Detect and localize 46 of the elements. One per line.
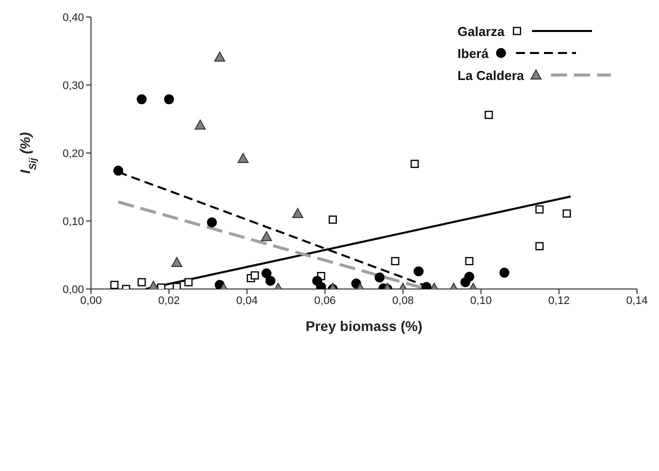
point <box>194 120 206 130</box>
x-tick-label: 0,00 <box>80 294 102 307</box>
point <box>206 217 217 228</box>
point <box>184 278 193 286</box>
legend-label: La Caldera <box>458 68 524 82</box>
x-tick-label: 0,12 <box>548 294 570 307</box>
legend-label: Galarza <box>458 24 504 38</box>
point <box>328 216 337 224</box>
x-tick-label: 0,08 <box>392 294 414 307</box>
point <box>374 272 385 282</box>
point <box>562 209 571 218</box>
point <box>410 160 419 168</box>
legend-label: Iberá <box>458 46 489 60</box>
point <box>292 208 304 218</box>
point <box>136 94 147 104</box>
point <box>484 110 493 120</box>
point <box>171 256 182 267</box>
x-axis-title: Prey biomass (%) <box>306 318 422 334</box>
point <box>465 257 474 266</box>
x-tick-label: 0,14 <box>626 294 648 307</box>
point <box>499 268 510 278</box>
point <box>110 280 118 289</box>
x-tick-label: 0,06 <box>314 294 336 307</box>
point <box>535 205 544 214</box>
point <box>261 231 272 242</box>
point <box>138 278 146 286</box>
x-tick-label: 0,10 <box>470 294 492 307</box>
point <box>113 166 124 176</box>
y-tick-label: 0,10 <box>62 216 84 228</box>
point <box>464 272 474 282</box>
x-tick-label: 0,02 <box>158 294 180 307</box>
y-tick-label: 0,30 <box>62 80 84 92</box>
point <box>214 52 226 62</box>
y-tick-label: 0,00 <box>62 284 84 296</box>
point <box>238 152 249 163</box>
point <box>164 94 174 104</box>
x-tick-label: 0,04 <box>236 294 258 307</box>
point <box>265 276 276 286</box>
y-tick-label: 0,40 <box>62 12 84 24</box>
y-tick-label: 0,20 <box>62 148 84 160</box>
point <box>262 268 272 278</box>
point <box>250 271 259 280</box>
point <box>414 266 424 276</box>
point <box>391 257 400 266</box>
point <box>172 282 181 289</box>
point <box>535 242 544 250</box>
